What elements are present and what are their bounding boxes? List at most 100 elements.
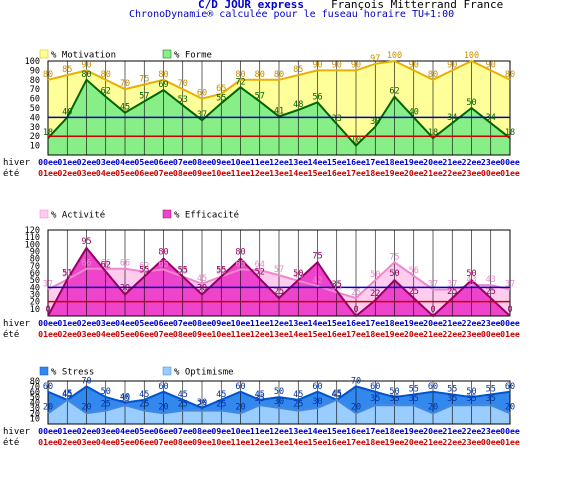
hour-label-winter: 04ee bbox=[115, 426, 135, 436]
row-label-summer: été bbox=[3, 329, 19, 340]
row-label-winter: hiver bbox=[3, 427, 31, 437]
data-label: 80 bbox=[101, 70, 111, 80]
hour-label-winter: 22ee bbox=[462, 426, 482, 436]
data-label: 49 bbox=[293, 271, 303, 281]
data-label: 45 bbox=[332, 390, 342, 400]
y-tick-label: 70 bbox=[30, 382, 40, 392]
hour-label-summer: 18ee bbox=[365, 437, 385, 447]
hour-label-winter: 08ee bbox=[192, 426, 212, 436]
y-tick-label: 70 bbox=[30, 85, 40, 95]
hour-label-winter: 02ee bbox=[77, 426, 97, 436]
data-label: 66 bbox=[120, 259, 130, 269]
data-label: 90 bbox=[486, 60, 496, 70]
hour-label-winter: 05ee bbox=[134, 318, 154, 328]
data-label: 69 bbox=[158, 80, 168, 90]
data-label: 37 bbox=[447, 279, 457, 289]
data-label: 35 bbox=[332, 280, 342, 290]
hour-label-winter: 01ee bbox=[57, 426, 77, 436]
hour-label-summer: 10ee bbox=[211, 437, 231, 447]
data-label: 66 bbox=[101, 259, 111, 269]
plot-frame bbox=[47, 380, 511, 425]
data-label: 48 bbox=[293, 100, 303, 110]
hour-label-summer: 11ee bbox=[231, 168, 251, 178]
hour-label-winter: 07ee bbox=[173, 426, 193, 436]
legend-swatch bbox=[39, 49, 49, 59]
data-label: 55 bbox=[178, 266, 188, 276]
y-tick-label: 10 bbox=[30, 142, 40, 152]
hour-label-summer: 17ee bbox=[346, 329, 366, 339]
data-label: 53 bbox=[178, 95, 188, 105]
legend-label: % Forme bbox=[174, 51, 212, 61]
data-label: 10 bbox=[351, 136, 361, 146]
hour-label-winter: 11ee bbox=[250, 318, 270, 328]
hour-label-summer: 01ee bbox=[38, 437, 58, 447]
data-label: 20 bbox=[351, 402, 361, 412]
data-label: 90 bbox=[409, 60, 419, 70]
data-label: 80 bbox=[235, 70, 245, 80]
y-tick-label: 70 bbox=[30, 262, 40, 272]
data-label: 80 bbox=[158, 248, 168, 258]
plot-frame bbox=[47, 60, 511, 156]
data-label: 57 bbox=[274, 265, 284, 275]
hour-label-winter: 10ee bbox=[231, 318, 251, 328]
data-label: 51 bbox=[62, 268, 72, 278]
hour-label-winter: 05ee bbox=[134, 157, 154, 167]
hour-label-winter: 04ee bbox=[115, 157, 135, 167]
data-label: 75 bbox=[312, 251, 322, 261]
hour-label-summer: 08ee bbox=[173, 168, 193, 178]
hour-label-summer: 04ee bbox=[96, 168, 116, 178]
legend-label: % Optimisme bbox=[174, 368, 234, 378]
hour-label-summer: 15ee bbox=[308, 329, 328, 339]
data-label: 37 bbox=[43, 279, 53, 289]
hour-label-summer: 07ee bbox=[154, 168, 174, 178]
hour-label-summer: 12ee bbox=[250, 329, 270, 339]
hour-label-summer: 06ee bbox=[134, 437, 154, 447]
data-label: 60 bbox=[312, 382, 322, 392]
hour-label-summer: 21ee bbox=[423, 168, 443, 178]
hour-label-winter: 15ee bbox=[327, 318, 347, 328]
data-label: 51 bbox=[62, 269, 72, 279]
data-label: 40 bbox=[409, 107, 419, 117]
hour-label-summer: 00ee bbox=[481, 329, 501, 339]
data-label: 45 bbox=[197, 274, 207, 284]
row-label-winter: hiver bbox=[3, 158, 31, 168]
data-label: 45 bbox=[62, 390, 72, 400]
data-label: 57 bbox=[139, 91, 149, 101]
hour-label-winter: 07ee bbox=[173, 157, 193, 167]
hour-label-summer: 04ee bbox=[96, 437, 116, 447]
hour-label-winter: 14ee bbox=[308, 426, 328, 436]
data-label: 70 bbox=[178, 79, 188, 89]
data-label: 35 bbox=[370, 394, 380, 404]
hour-label-winter: 14ee bbox=[308, 157, 328, 167]
data-label: 40 bbox=[120, 393, 130, 403]
row-label-summer: été bbox=[3, 168, 19, 179]
hour-label-summer: 15ee bbox=[308, 437, 328, 447]
hour-label-summer: 00ee bbox=[481, 168, 501, 178]
data-label: 90 bbox=[332, 60, 342, 70]
hour-label-summer: 08ee bbox=[173, 437, 193, 447]
hour-label-summer: 16ee bbox=[327, 168, 347, 178]
legend-swatch bbox=[162, 209, 172, 219]
hour-label-winter: 05ee bbox=[134, 426, 154, 436]
chart-forme-motivation: % Motivation% Forme102030405060708090100… bbox=[3, 49, 520, 179]
hour-label-winter: 22ee bbox=[462, 157, 482, 167]
data-label: 0 bbox=[45, 305, 50, 315]
y-tick-label: 40 bbox=[30, 399, 40, 409]
y-tick-label: 30 bbox=[30, 123, 40, 133]
data-label: 35 bbox=[120, 394, 130, 404]
data-label: 0 bbox=[507, 305, 512, 315]
hour-label-winter: 15ee bbox=[327, 157, 347, 167]
hour-label-winter: 01ee bbox=[57, 157, 77, 167]
hour-label-winter: 21ee bbox=[442, 157, 462, 167]
data-label: 56 bbox=[409, 266, 419, 276]
y-tick-label: 50 bbox=[30, 393, 40, 403]
hour-label-winter: 03ee bbox=[96, 426, 116, 436]
hour-label-winter: 15ee bbox=[327, 426, 347, 436]
data-label: 35 bbox=[466, 394, 476, 404]
hour-label-winter: 10ee bbox=[231, 157, 251, 167]
data-label: 30 bbox=[197, 398, 207, 408]
hour-label-winter: 22ee bbox=[462, 318, 482, 328]
data-label: 55 bbox=[178, 267, 188, 277]
hour-label-winter: 16ee bbox=[346, 318, 366, 328]
